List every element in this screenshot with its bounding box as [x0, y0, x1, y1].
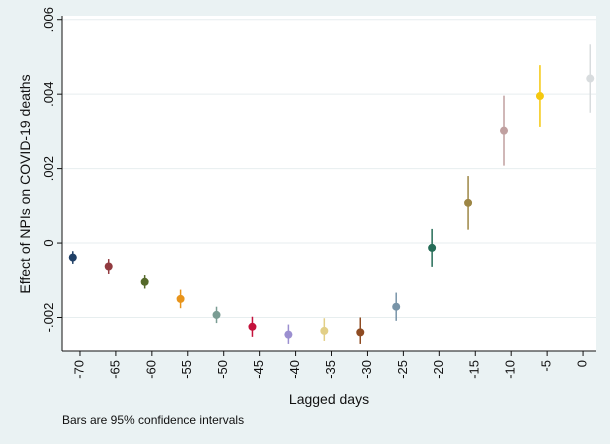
y-axis-title: Effect of NPIs on COVID-19 deaths: [17, 74, 33, 293]
x-tick-label: -40: [287, 360, 302, 379]
gridlines: [62, 19, 596, 318]
x-tick-label: -50: [215, 360, 230, 379]
x-tick-label: 0: [575, 360, 590, 367]
x-tick-label: -55: [179, 360, 194, 379]
data-point: [68, 253, 77, 262]
x-tick-label: -65: [107, 360, 122, 379]
chart-note: Bars are 95% confidence intervals: [62, 413, 244, 427]
x-tick-label: -35: [323, 360, 338, 379]
y-tick-label: .002: [41, 156, 56, 181]
x-tick-label: -70: [71, 360, 86, 379]
y-axis: -.002 0 .002 .004 .006: [41, 7, 62, 332]
x-tick-label: -25: [395, 360, 410, 379]
data-point: [586, 74, 595, 83]
x-tick-label: -60: [143, 360, 158, 379]
y-tick-label: -.002: [41, 303, 56, 333]
data-point: [284, 330, 293, 339]
data-point: [320, 326, 329, 335]
data-points: [68, 44, 595, 344]
data-point: [392, 302, 401, 311]
x-axis: -70 -65 -60 -55 -50 -45 -40 -35 -30 -25 -20 -15 -10-…: [71, 351, 590, 379]
x-tick-label: -5: [539, 360, 554, 372]
x-tick-label: -20: [431, 360, 446, 379]
plot-area: [62, 16, 596, 351]
y-tick-label: 0: [41, 239, 56, 246]
data-point: [428, 243, 437, 252]
x-axis-title: Lagged days: [289, 391, 369, 407]
data-point: [500, 126, 509, 135]
data-point: [104, 262, 113, 271]
x-tick-label: -30: [359, 360, 374, 379]
data-point: [176, 294, 185, 303]
x-tick-label: -45: [251, 360, 266, 379]
y-tick-label: .006: [41, 7, 56, 32]
data-point: [212, 310, 221, 319]
data-point: [464, 198, 473, 207]
data-point: [356, 328, 365, 337]
y-tick-label: .004: [41, 82, 56, 107]
data-point: [535, 92, 544, 101]
x-tick-label: -15: [467, 360, 482, 379]
data-point: [140, 277, 149, 286]
data-point: [248, 322, 257, 331]
x-tick-label: -10: [503, 360, 518, 379]
